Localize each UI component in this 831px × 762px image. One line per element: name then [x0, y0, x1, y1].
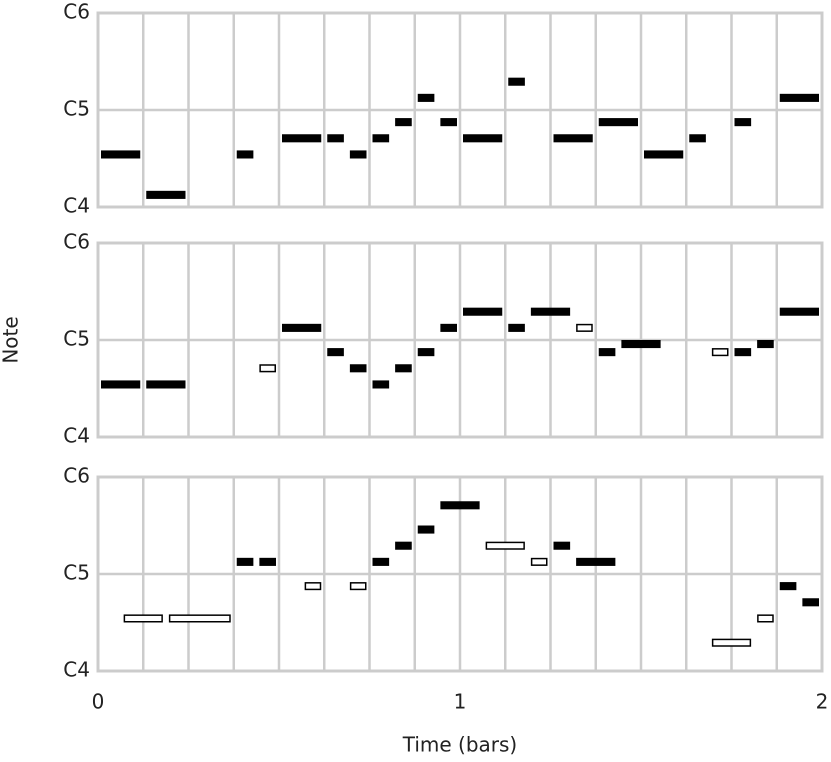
y-tick-label: C4 [63, 424, 90, 448]
note [417, 93, 435, 102]
note [259, 557, 276, 566]
note [417, 348, 435, 357]
note [417, 525, 435, 534]
note-outline [349, 582, 367, 591]
note [282, 134, 322, 143]
note [463, 134, 503, 143]
y-tick-label: C5 [63, 327, 90, 351]
y-tick-label: C6 [63, 230, 90, 254]
note [530, 307, 571, 316]
x-axis-label: Time (bars) [402, 733, 518, 757]
y-tick-label: C4 [63, 194, 90, 218]
note [598, 348, 616, 357]
note [236, 150, 254, 159]
note [621, 340, 661, 349]
y-tick-label: C6 [63, 0, 90, 24]
note [553, 541, 571, 550]
note [327, 134, 344, 143]
note [146, 190, 186, 199]
note [689, 134, 706, 143]
note [101, 150, 141, 159]
y-tick-label: C6 [63, 464, 90, 488]
y-tick-label: C4 [63, 658, 90, 682]
note-outline [576, 323, 593, 332]
note [101, 380, 141, 389]
note-outline [123, 614, 163, 623]
note [349, 150, 367, 159]
note-outline [168, 614, 231, 623]
note [372, 557, 390, 566]
note [779, 582, 797, 591]
note [757, 340, 774, 349]
note [440, 501, 480, 510]
note-outline [259, 364, 276, 373]
note [349, 364, 367, 373]
note [802, 598, 819, 607]
note [598, 118, 638, 127]
x-tick-label: 1 [454, 690, 467, 714]
note-outline [485, 541, 525, 550]
note [463, 307, 503, 316]
note-outline [711, 348, 729, 357]
note [372, 134, 390, 143]
note-outline [711, 638, 752, 647]
note [644, 150, 684, 159]
note [779, 93, 819, 102]
y-axis-label: Note [0, 316, 23, 363]
note [327, 348, 344, 357]
note [734, 348, 752, 357]
note [146, 380, 186, 389]
note [508, 323, 525, 332]
note-outline [304, 582, 322, 591]
x-tick-label: 2 [816, 690, 829, 714]
note [734, 118, 752, 127]
note [576, 557, 616, 566]
note [395, 541, 412, 550]
note [553, 134, 593, 143]
note [282, 323, 322, 332]
note [395, 364, 412, 373]
note-outline [530, 557, 548, 566]
x-tick-label: 0 [92, 690, 105, 714]
y-tick-label: C5 [63, 97, 90, 121]
note-outline [757, 614, 774, 623]
note [440, 323, 457, 332]
note [395, 118, 412, 127]
note [440, 118, 457, 127]
note [236, 557, 254, 566]
note [779, 307, 819, 316]
note [372, 380, 390, 389]
y-tick-label: C5 [63, 561, 90, 585]
note [508, 77, 525, 86]
